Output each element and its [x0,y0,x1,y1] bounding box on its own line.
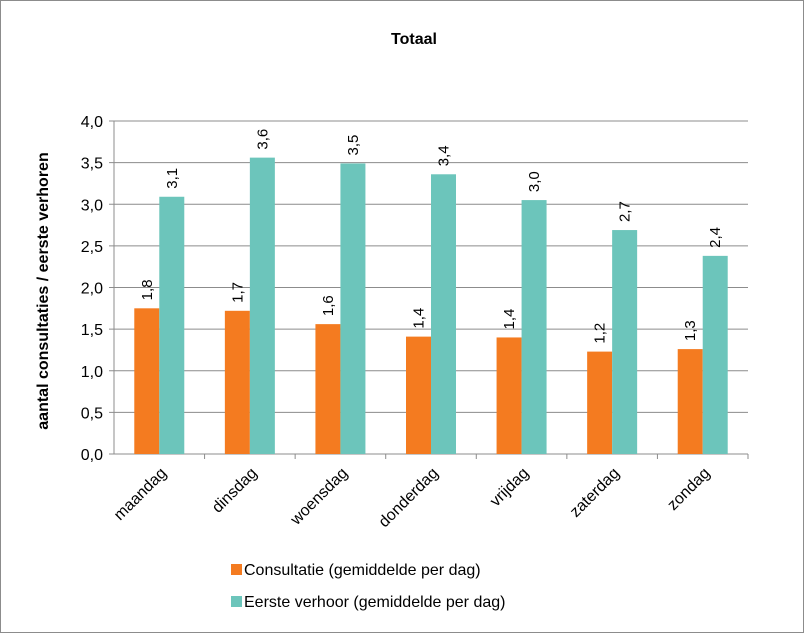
data-label: 3,6 [254,129,271,150]
data-label: 3,5 [345,135,362,156]
bar [134,308,160,454]
data-label: 1,2 [592,323,609,344]
data-label: 2,7 [617,201,634,222]
data-label: 1,8 [139,279,156,300]
x-tick-label: maandag [111,465,170,524]
x-tick-label: donderdag [376,465,442,531]
bar [702,255,728,454]
data-label: 1,4 [411,308,428,329]
bar [315,324,341,454]
data-label: 1,7 [229,282,246,303]
data-labels: 1,8 3,1 1,7 3,6 1,6 3,5 1,4 3,4 1,4 3,0 1,2 2,7 1,3 2… [139,129,724,344]
data-label: 1,4 [501,309,518,330]
legend: Consultatie (gemiddelde per dag) Eerste v… [231,562,505,611]
bar [587,351,613,454]
data-label: 1,6 [320,295,337,316]
y-tick-label: 1,0 [81,364,103,381]
y-tick-label: 0,0 [81,447,103,464]
y-tick-label: 3,5 [81,156,103,173]
data-label: 3,0 [526,171,543,192]
x-tick-label: woensdag [287,465,351,529]
chart-title: Totaal [391,31,437,48]
bar [612,230,638,454]
y-tick-label: 4,0 [81,114,103,131]
bar [677,349,703,454]
bar [431,174,456,454]
x-tick-label: dinsdag [209,465,261,517]
y-tick-label: 2,5 [81,239,103,256]
bar [249,157,275,454]
legend-swatch [231,564,242,575]
y-tick-labels: 0,0 0,5 1,0 1,5 2,0 2,5 3,0 3,5 4,0 [81,114,103,464]
x-tick-label: zaterdag [567,465,623,521]
y-tick-label: 1,5 [81,322,103,339]
data-label: 1,3 [682,320,699,341]
x-tick-labels: maandag dinsdag woensdag donderdag vrijdag za… [111,465,714,531]
x-tick-label: zondag [664,465,713,514]
x-tick-label: vrijdag [487,465,532,510]
legend-label: Consultatie (gemiddelde per dag) [244,562,481,579]
bar [159,196,185,454]
bar [340,163,366,454]
y-tick-label: 2,0 [81,281,103,298]
y-tick-label: 0,5 [81,405,103,422]
legend-swatch [231,596,242,607]
data-label: 2,4 [707,227,724,248]
bars [134,157,728,454]
legend-label: Eerste verhoor (gemiddelde per dag) [244,594,505,611]
bar [224,310,250,454]
data-label: 3,1 [164,168,181,189]
y-axis-label: aantal consultaties / eerste verhoren [35,152,52,429]
bar [521,200,547,454]
y-tick-label: 3,0 [81,197,103,214]
bar [406,336,431,454]
bar [496,337,522,454]
data-label: 3,4 [436,145,453,166]
